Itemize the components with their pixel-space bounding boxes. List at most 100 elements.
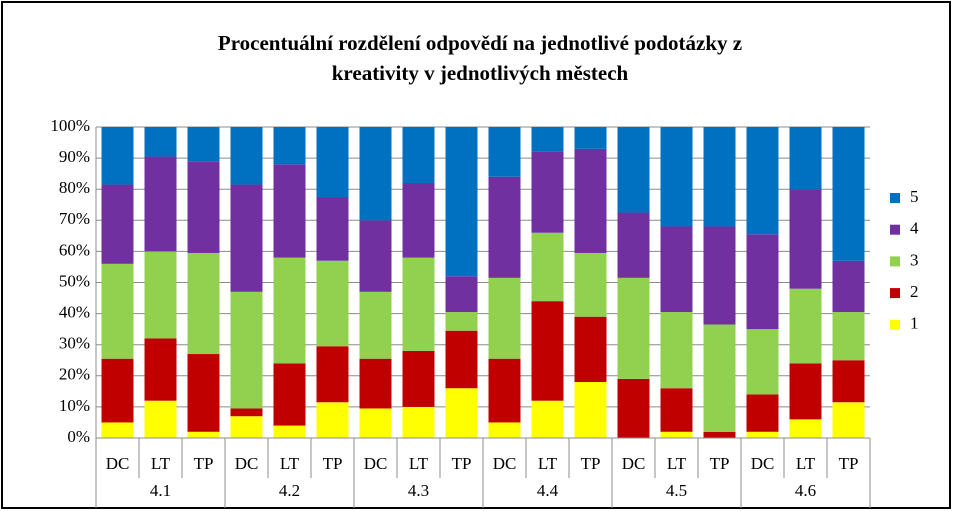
bar-segment [832,360,865,403]
bar-segment [316,260,349,347]
bar-segment [230,184,263,292]
bar-segment [101,263,134,359]
bar-segment [273,363,306,426]
bar-segment [316,127,349,197]
bar-segment [488,176,521,278]
x-tick-label: TP [581,454,601,473]
bar-segment [187,161,220,253]
x-tick-label: LT [796,454,816,473]
bar-segment [445,330,478,389]
bar-segment [574,127,607,149]
x-tick-label: LT [667,454,687,473]
bar-segment [488,277,521,359]
y-tick-label: 0% [67,427,90,446]
bar-segment [703,226,736,325]
bar-segment [187,252,220,355]
group-label: 4.1 [150,481,171,500]
bar-segment [187,431,220,438]
bar-segment [402,406,435,438]
bar-segment [531,127,564,152]
y-tick-label: 20% [59,365,90,384]
bar-segment [617,378,650,438]
bar-segment [230,291,263,409]
group-label: 4.4 [537,481,559,500]
x-tick-label: TP [452,454,472,473]
bar-segment [273,425,306,438]
bar-segment [273,164,306,258]
x-tick-label: LT [280,454,300,473]
bar-segment [101,127,134,185]
y-tick-label: 60% [59,240,90,259]
bar-segment [144,127,177,157]
legend-label: 5 [910,187,919,206]
bar-segment [359,358,392,409]
bar-segment [531,232,564,302]
bar-segment [316,196,349,261]
bar-segment [230,127,263,185]
bar-segment [617,277,650,379]
bar-segment [531,400,564,438]
legend-swatch [890,288,900,299]
bar-segment [488,422,521,438]
bar-segment [660,312,693,389]
bar-segment [574,148,607,253]
bar-segment [703,431,736,438]
bar-segment [660,226,693,313]
x-tick-label: DC [235,454,259,473]
legend-label: 1 [910,314,919,333]
bar-segment [660,127,693,227]
legend-label: 2 [910,282,919,301]
bar-segment [574,316,607,383]
bar-segment [531,301,564,401]
x-tick-label: DC [622,454,646,473]
bar-segment [359,127,392,221]
bar-segment [101,358,134,423]
bar-segment [832,127,865,261]
bar-segment [746,394,779,432]
x-tick-label: TP [194,454,214,473]
x-tick-label: TP [839,454,859,473]
y-tick-label: 90% [59,147,90,166]
bar-segment [789,127,822,190]
bar-segment [445,388,478,438]
x-tick-label: LT [538,454,558,473]
bar-segment [402,127,435,183]
bar-segment [445,127,478,277]
legend-label: 4 [910,219,919,238]
legend-label: 3 [910,250,919,269]
y-tick-label: 80% [59,178,90,197]
bar-segment [101,184,134,264]
bar-segment [531,151,564,233]
bar-segment [230,416,263,438]
bar-segment [832,402,865,438]
x-tick-label: LT [151,454,171,473]
bar-segment [746,431,779,438]
chart-title: kreativity v jednotlivých městech [332,61,629,85]
bar-segment [617,127,650,213]
bar-segment [660,388,693,432]
bar-segment [832,312,865,361]
bar-segment [617,212,650,278]
legend-swatch [890,224,900,235]
bar-segment [144,251,177,339]
x-tick-label: TP [710,454,730,473]
group-label: 4.5 [666,481,687,500]
y-tick-label: 30% [59,334,90,353]
bar-segment [359,408,392,438]
bar-segment [445,312,478,331]
bar-segment [402,350,435,407]
bar-segment [187,354,220,432]
x-tick-label: LT [409,454,429,473]
bar-segment [746,234,779,330]
x-tick-label: DC [106,454,130,473]
group-label: 4.6 [795,481,816,500]
bar-segment [789,419,822,438]
bar-segment [445,276,478,313]
legend-swatch [890,193,900,203]
y-tick-label: 100% [50,116,90,135]
bar-segment [832,260,865,313]
bar-segment [273,257,306,364]
x-tick-label: TP [323,454,343,473]
y-tick-label: 50% [59,271,90,290]
